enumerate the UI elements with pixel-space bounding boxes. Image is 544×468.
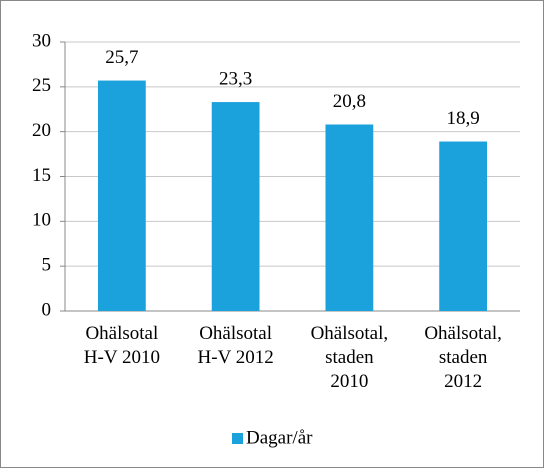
x-tick-label: Ohälsotal, staden 2010	[311, 323, 389, 392]
y-tick-label: 5	[42, 255, 52, 276]
legend-label: Dagar/år	[246, 427, 313, 448]
bar	[439, 141, 488, 311]
data-label: 18,9	[447, 108, 480, 129]
y-tick-label: 15	[32, 165, 51, 186]
y-tick-label: 30	[32, 30, 51, 51]
x-tick-label: Ohälsotal, staden 2012	[424, 323, 502, 392]
y-tick-label: 0	[42, 299, 52, 320]
bar	[211, 102, 260, 312]
x-tick-label: Ohälsotal H-V 2012	[198, 323, 274, 368]
x-tick-label: Ohälsotal H-V 2010	[84, 323, 160, 368]
bar	[325, 124, 374, 311]
legend-swatch	[232, 433, 243, 444]
y-tick-label: 25	[32, 75, 51, 96]
bar	[97, 80, 146, 311]
data-label: 23,3	[219, 68, 252, 89]
y-tick-label: 10	[32, 210, 51, 231]
data-label: 25,7	[105, 47, 138, 68]
y-tick-label: 20	[32, 120, 51, 141]
data-label: 20,8	[333, 91, 366, 112]
